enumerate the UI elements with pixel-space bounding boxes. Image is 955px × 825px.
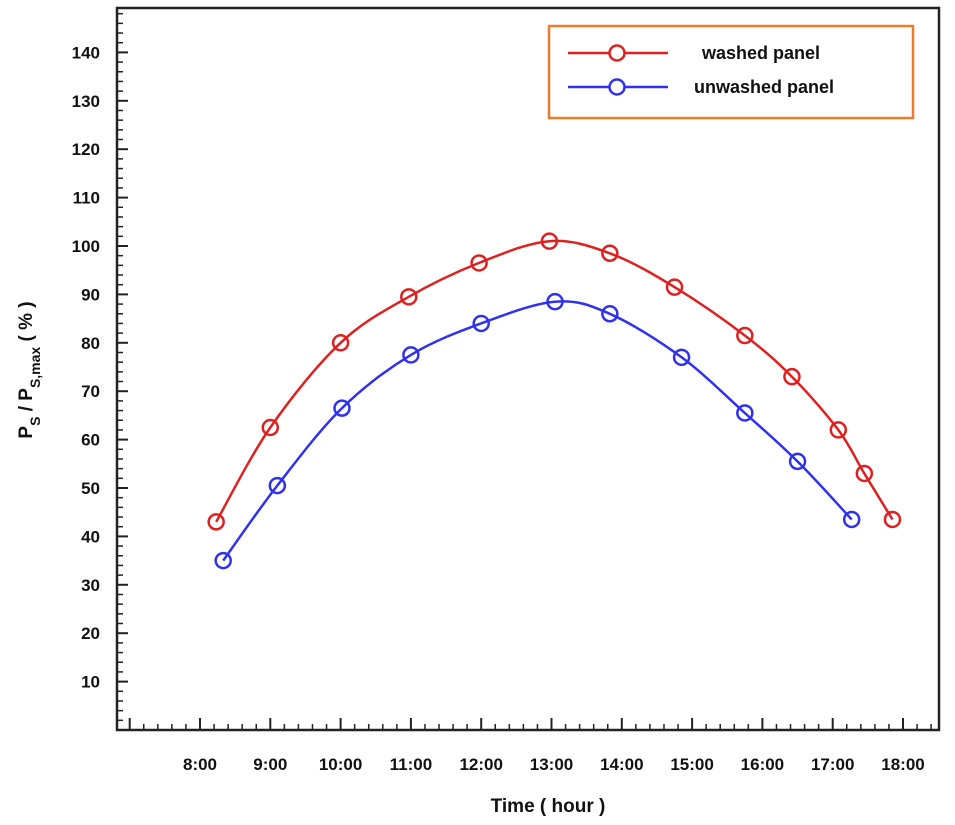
- data-point-marker: [736, 326, 754, 345]
- x-tick-label: 8:00: [183, 755, 217, 774]
- y-axis-title: PS / PS,max ( % ): [16, 301, 43, 438]
- legend-label: washed panel: [701, 43, 820, 63]
- data-point-marker: [261, 418, 280, 437]
- y-axis-title-sub-s: S: [27, 417, 43, 426]
- legend-marker: [608, 78, 626, 96]
- series-unwashed: [214, 292, 861, 570]
- x-tick-label: 12:00: [459, 755, 502, 774]
- y-tick-label: 40: [81, 527, 100, 546]
- x-tick-label: 13:00: [530, 755, 573, 774]
- data-point-marker: [855, 464, 874, 483]
- y-tick-label: 90: [81, 285, 100, 304]
- legend: washed panel unwashed panel: [547, 24, 915, 120]
- axis-ticks: [117, 12, 932, 730]
- x-tick-label: 11:00: [390, 755, 433, 774]
- data-point-marker: [788, 452, 807, 471]
- x-tick-label: 16:00: [741, 755, 784, 774]
- plot-frame: [115, 6, 941, 732]
- series-layer: [207, 232, 902, 570]
- data-point-marker: [842, 510, 861, 529]
- x-axis-title: Time ( hour ): [491, 796, 606, 817]
- x-tick-labels: 8:00 9:00 10:00 11:00 12:00 13:00 14:00 15:00 16…: [183, 755, 925, 774]
- x-tick-label: 18:00: [881, 755, 924, 774]
- data-point-marker: [601, 305, 619, 323]
- data-point-marker: [400, 288, 418, 306]
- data-point-marker: [333, 399, 351, 417]
- data-point-marker: [672, 348, 691, 367]
- data-point-marker: [883, 510, 902, 529]
- y-axis-title-mid: / P: [16, 388, 37, 417]
- series-line: [215, 239, 894, 523]
- data-point-marker: [472, 314, 490, 333]
- y-axis-title-unit: ( % ): [16, 301, 37, 346]
- data-point-marker: [540, 232, 559, 250]
- data-point-marker: [665, 278, 684, 296]
- data-point-marker: [402, 346, 420, 364]
- y-tick-label: 120: [72, 140, 100, 159]
- y-tick-label: 130: [72, 92, 100, 111]
- x-tick-label: 17:00: [811, 755, 854, 774]
- y-tick-label: 70: [81, 382, 100, 401]
- y-tick-label: 80: [81, 334, 100, 353]
- x-tick-label: 15:00: [670, 755, 713, 774]
- y-tick-label: 140: [72, 43, 100, 62]
- x-tick-label: 9:00: [253, 755, 287, 774]
- legend-marker: [608, 44, 626, 62]
- series-line: [222, 300, 853, 562]
- data-point-marker: [783, 367, 801, 386]
- data-point-marker: [207, 513, 225, 531]
- y-tick-label: 30: [81, 576, 100, 595]
- data-point-marker: [470, 254, 488, 272]
- y-axis-title-sub-smax: S,max: [27, 347, 43, 388]
- x-tick-label: 14:00: [600, 755, 643, 774]
- data-point-marker: [736, 404, 754, 422]
- y-axis-title-p: P: [16, 426, 37, 439]
- series-washed: [207, 232, 902, 531]
- data-point-marker: [601, 244, 619, 263]
- data-point-marker: [331, 334, 350, 352]
- y-tick-labels: 10 20 30 40 50 60 70 80 90 100 110 120 130 140: [72, 43, 100, 691]
- legend-label: unwashed panel: [694, 77, 834, 97]
- data-point-marker: [546, 292, 564, 311]
- legend-items: washed panel unwashed panel: [568, 43, 834, 97]
- y-tick-label: 100: [72, 237, 100, 256]
- y-tick-label: 60: [81, 431, 100, 450]
- y-tick-label: 20: [81, 624, 100, 643]
- y-tick-label: 10: [81, 673, 100, 692]
- data-point-marker: [214, 551, 232, 570]
- data-point-marker: [829, 421, 848, 439]
- data-point-marker: [268, 476, 287, 495]
- y-tick-label: 110: [73, 189, 100, 208]
- x-tick-label: 10:00: [319, 755, 362, 774]
- legend-box: [547, 24, 915, 120]
- y-tick-label: 50: [81, 479, 100, 498]
